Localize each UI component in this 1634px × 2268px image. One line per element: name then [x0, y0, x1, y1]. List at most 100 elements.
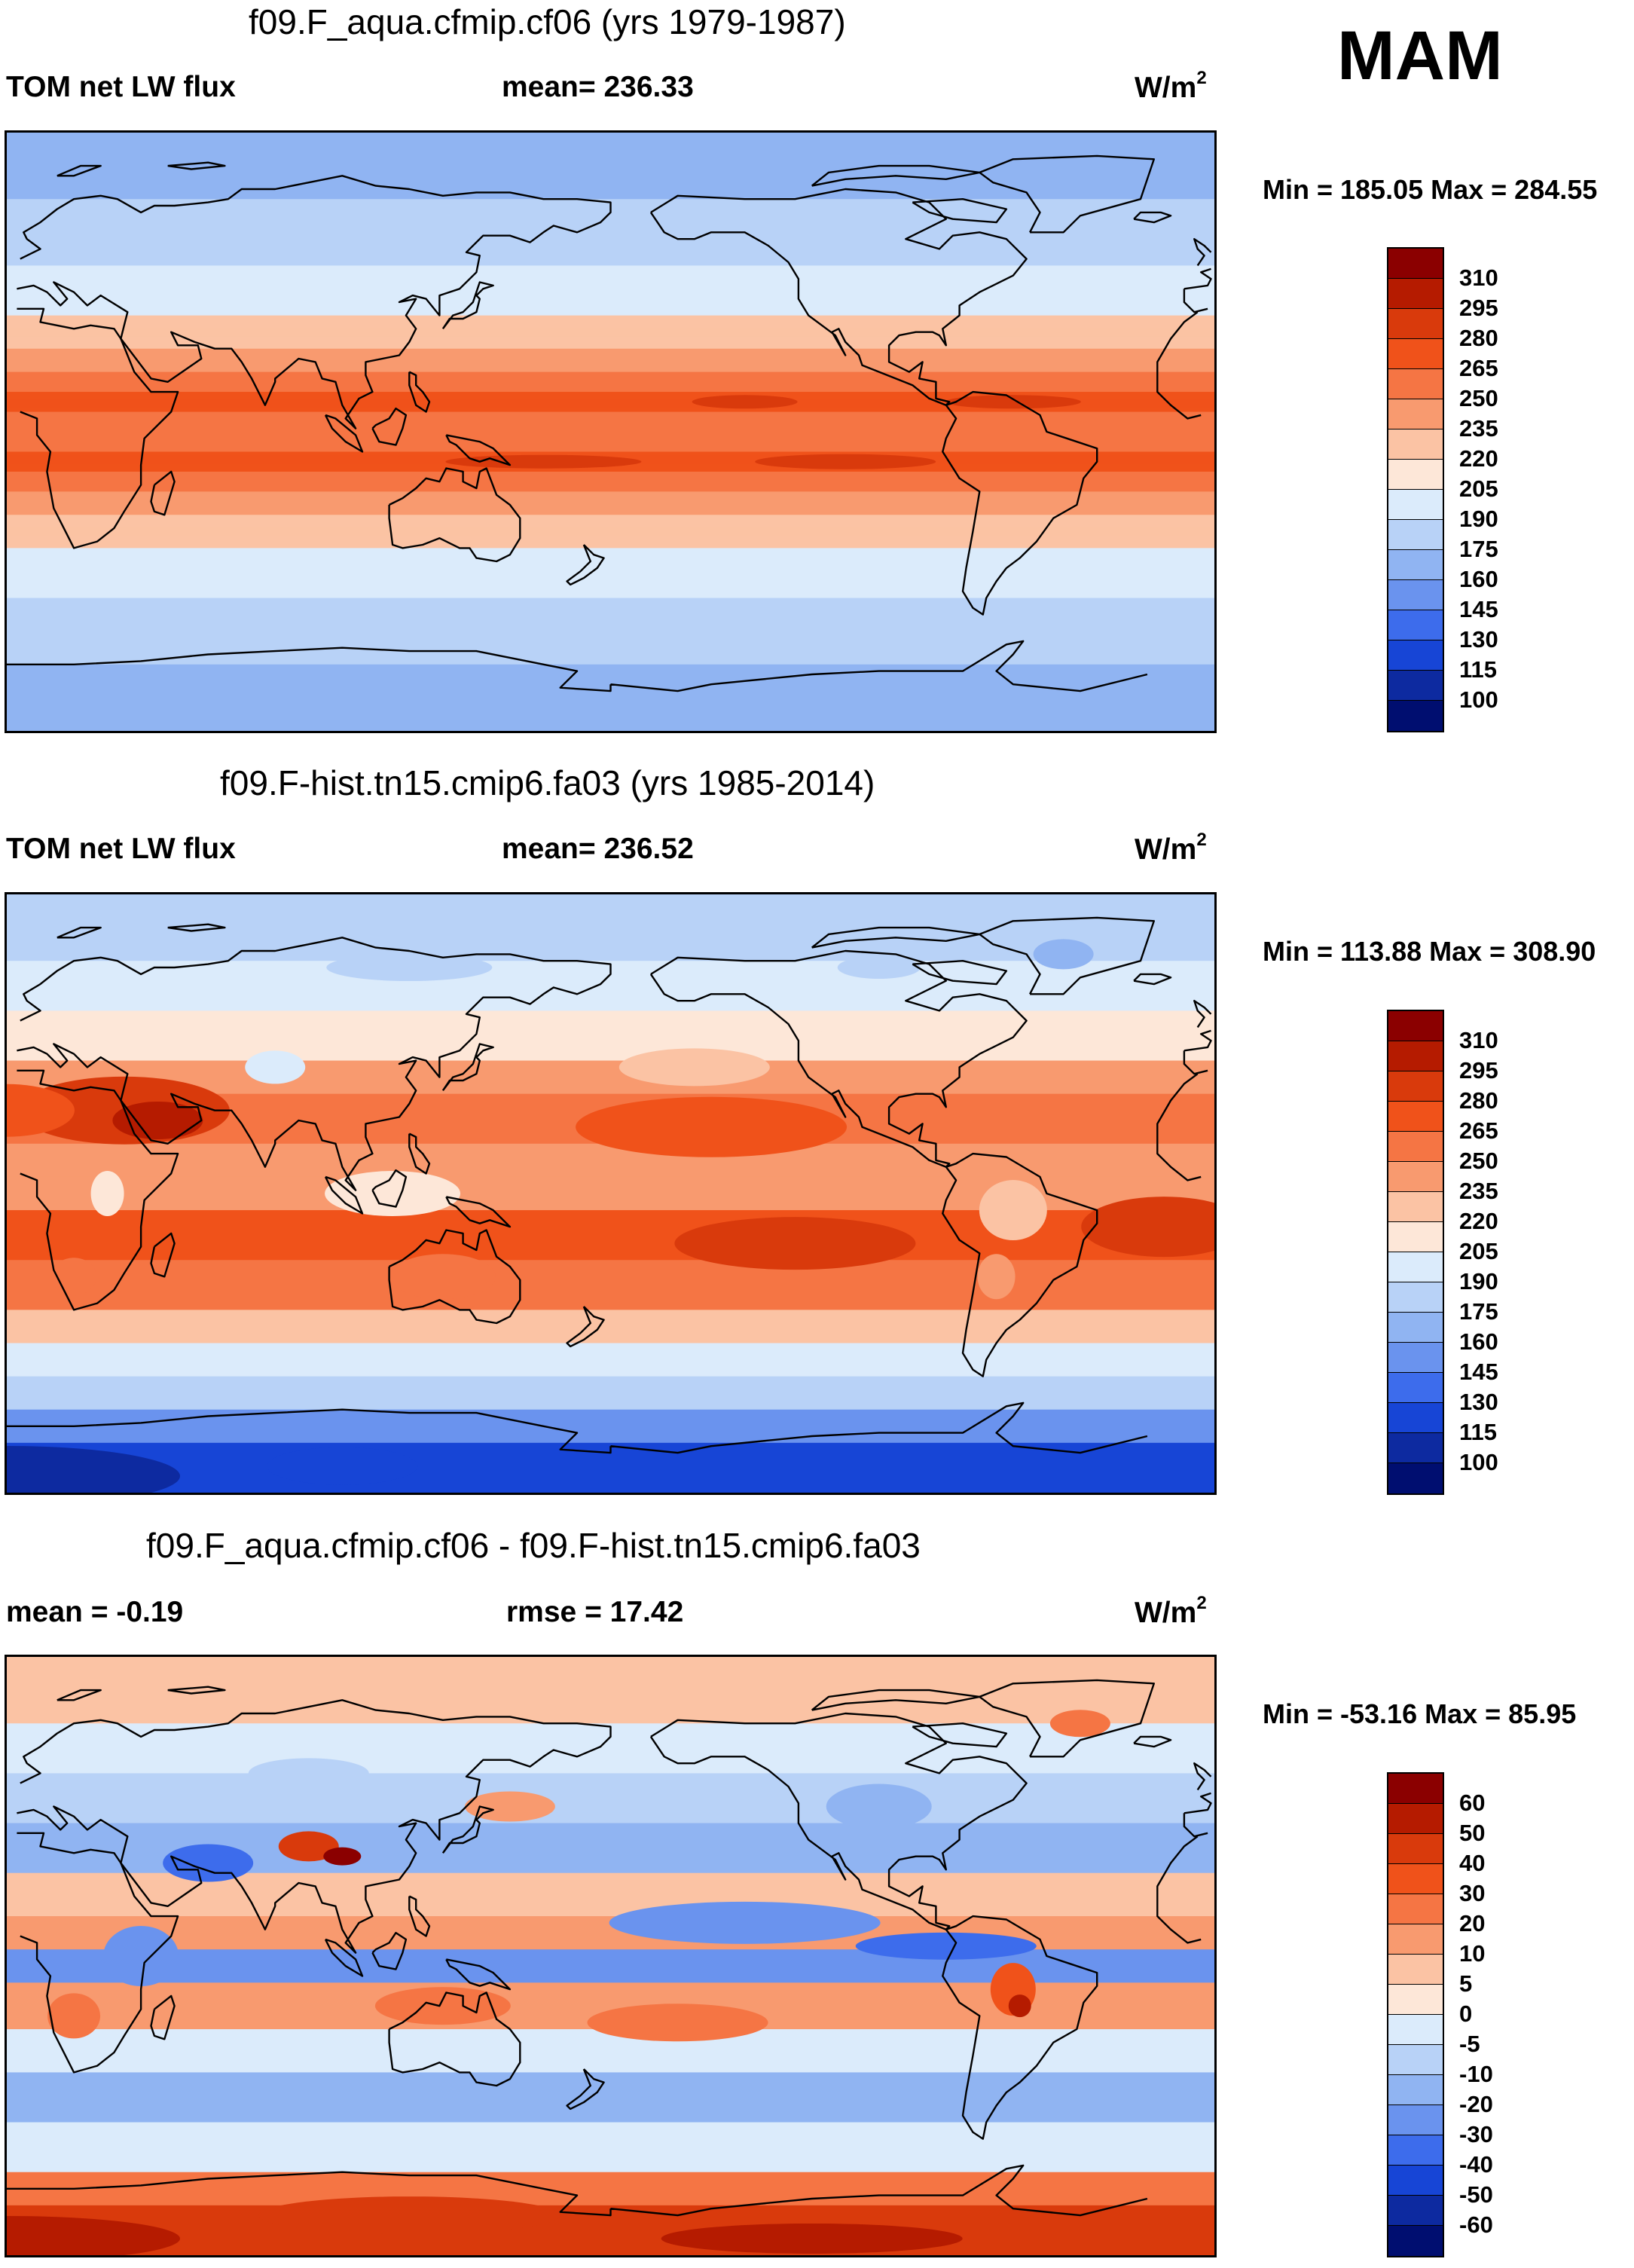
coastline	[1193, 1762, 1212, 1791]
coastline	[649, 188, 1028, 406]
colorbar-box	[1388, 1192, 1443, 1222]
colorbar-label: 60	[1459, 1790, 1486, 1816]
colorbar-label: 145	[1459, 1359, 1498, 1385]
coastline	[388, 1229, 521, 1325]
difference-region	[609, 1901, 881, 1944]
coastline	[912, 960, 1008, 986]
coastline	[17, 1699, 1212, 1954]
panel-1-colorbar	[1387, 247, 1444, 732]
flux-maximum	[445, 454, 642, 469]
colorbar-box	[1388, 2105, 1443, 2135]
coastline	[57, 164, 102, 177]
band-edge	[7, 327, 1214, 337]
colorbar-label: 160	[1459, 566, 1498, 592]
coastline	[979, 154, 1155, 234]
colorbar-label: 175	[1459, 1298, 1498, 1325]
coastline	[150, 470, 176, 516]
coastline	[324, 414, 364, 453]
latitude-band	[7, 432, 1214, 452]
coastline	[942, 1152, 1098, 1377]
coastline	[324, 1938, 364, 1977]
difference-region	[252, 2094, 433, 2117]
coastline	[150, 1994, 176, 2040]
latitude-band	[7, 2072, 1214, 2123]
colorbar-label: -40	[1459, 2151, 1493, 2178]
coastline	[445, 434, 512, 466]
colorbar-label: 235	[1459, 415, 1498, 442]
latitude-band	[7, 1657, 1214, 1724]
difference-region	[323, 1847, 362, 1866]
coastline	[17, 175, 1212, 429]
difference-region	[278, 1831, 339, 1862]
difference-region	[464, 1791, 555, 1822]
coastlines	[7, 154, 1212, 692]
colorbar-label: -5	[1459, 2031, 1480, 2057]
colorbar-box	[1388, 429, 1443, 460]
flux-region	[1033, 939, 1094, 970]
panel-1-minmax: Min = 185.05 Max = 284.55	[1263, 174, 1598, 205]
colorbar-label: 50	[1459, 1820, 1486, 1846]
coastline	[17, 1832, 1202, 2074]
coastline	[979, 916, 1155, 995]
flux-region	[674, 1217, 916, 1270]
coastline	[445, 1196, 512, 1228]
colorbar-box	[1388, 640, 1443, 671]
colorbar-box	[1388, 399, 1443, 429]
latitude-band	[7, 1260, 1214, 1310]
latitude-band	[7, 491, 1214, 515]
season-label: MAM	[1337, 17, 1503, 94]
coastline	[57, 926, 102, 939]
colorbar-box	[1388, 1132, 1443, 1162]
latitude-band	[7, 265, 1214, 316]
colorbar-box	[1388, 1011, 1443, 1041]
latitude-band	[7, 2029, 1214, 2073]
difference-region	[855, 1932, 1037, 1960]
colorbar-label: 265	[1459, 1117, 1498, 1144]
colorbar-box	[1388, 2166, 1443, 2196]
coastline	[17, 1069, 1202, 1311]
difference-region	[7, 2215, 180, 2255]
latitude-band	[7, 664, 1214, 731]
colorbar-box	[1388, 249, 1443, 279]
coastline	[566, 2068, 605, 2111]
panel-3-minmax: Min = -53.16 Max = 85.95	[1263, 1698, 1577, 1729]
colorbar-box	[1388, 2075, 1443, 2105]
difference-region	[1053, 2075, 1174, 2103]
panel-3-colorbar	[1387, 1772, 1444, 2257]
flux-region	[7, 1445, 180, 1493]
panel-1-units: W/m2	[1135, 68, 1207, 104]
colorbar-box	[1388, 279, 1443, 309]
coastline	[167, 161, 226, 170]
colorbar-label: 20	[1459, 1910, 1486, 1936]
colorbar-label: 175	[1459, 536, 1498, 562]
difference-region	[248, 1758, 369, 1789]
colorbar-box	[1388, 1041, 1443, 1071]
colorbar-box	[1388, 1864, 1443, 1894]
flux-region	[267, 1447, 418, 1485]
difference-region	[1008, 1994, 1031, 2018]
colorbar-label: 235	[1459, 1178, 1498, 1204]
coastline	[441, 281, 494, 330]
colorbar-label: 250	[1459, 1148, 1498, 1174]
colorbar-label: 220	[1459, 445, 1498, 472]
colorbar-label: 190	[1459, 506, 1498, 532]
flux-region	[1081, 1197, 1214, 1258]
colorbar-box	[1388, 1433, 1443, 1463]
colorbar-box	[1388, 1985, 1443, 2015]
colorbar-box	[1388, 1774, 1443, 1804]
latitude-band	[7, 894, 1214, 961]
colorbar-label: -60	[1459, 2211, 1493, 2238]
coastline	[408, 1895, 431, 1937]
coastline	[1133, 973, 1172, 986]
colorbar-label: 295	[1459, 1057, 1498, 1084]
colorbar-label: 130	[1459, 1389, 1498, 1415]
colorbar-box	[1388, 1463, 1443, 1493]
colorbar-label: 130	[1459, 626, 1498, 653]
coastline	[388, 1991, 521, 2087]
flux-region	[7, 1084, 75, 1137]
latitude-band	[7, 598, 1214, 665]
latitude-band	[7, 1310, 1214, 1343]
coastline	[942, 390, 1098, 616]
coastline	[408, 1132, 431, 1175]
colorbar-box	[1388, 580, 1443, 610]
